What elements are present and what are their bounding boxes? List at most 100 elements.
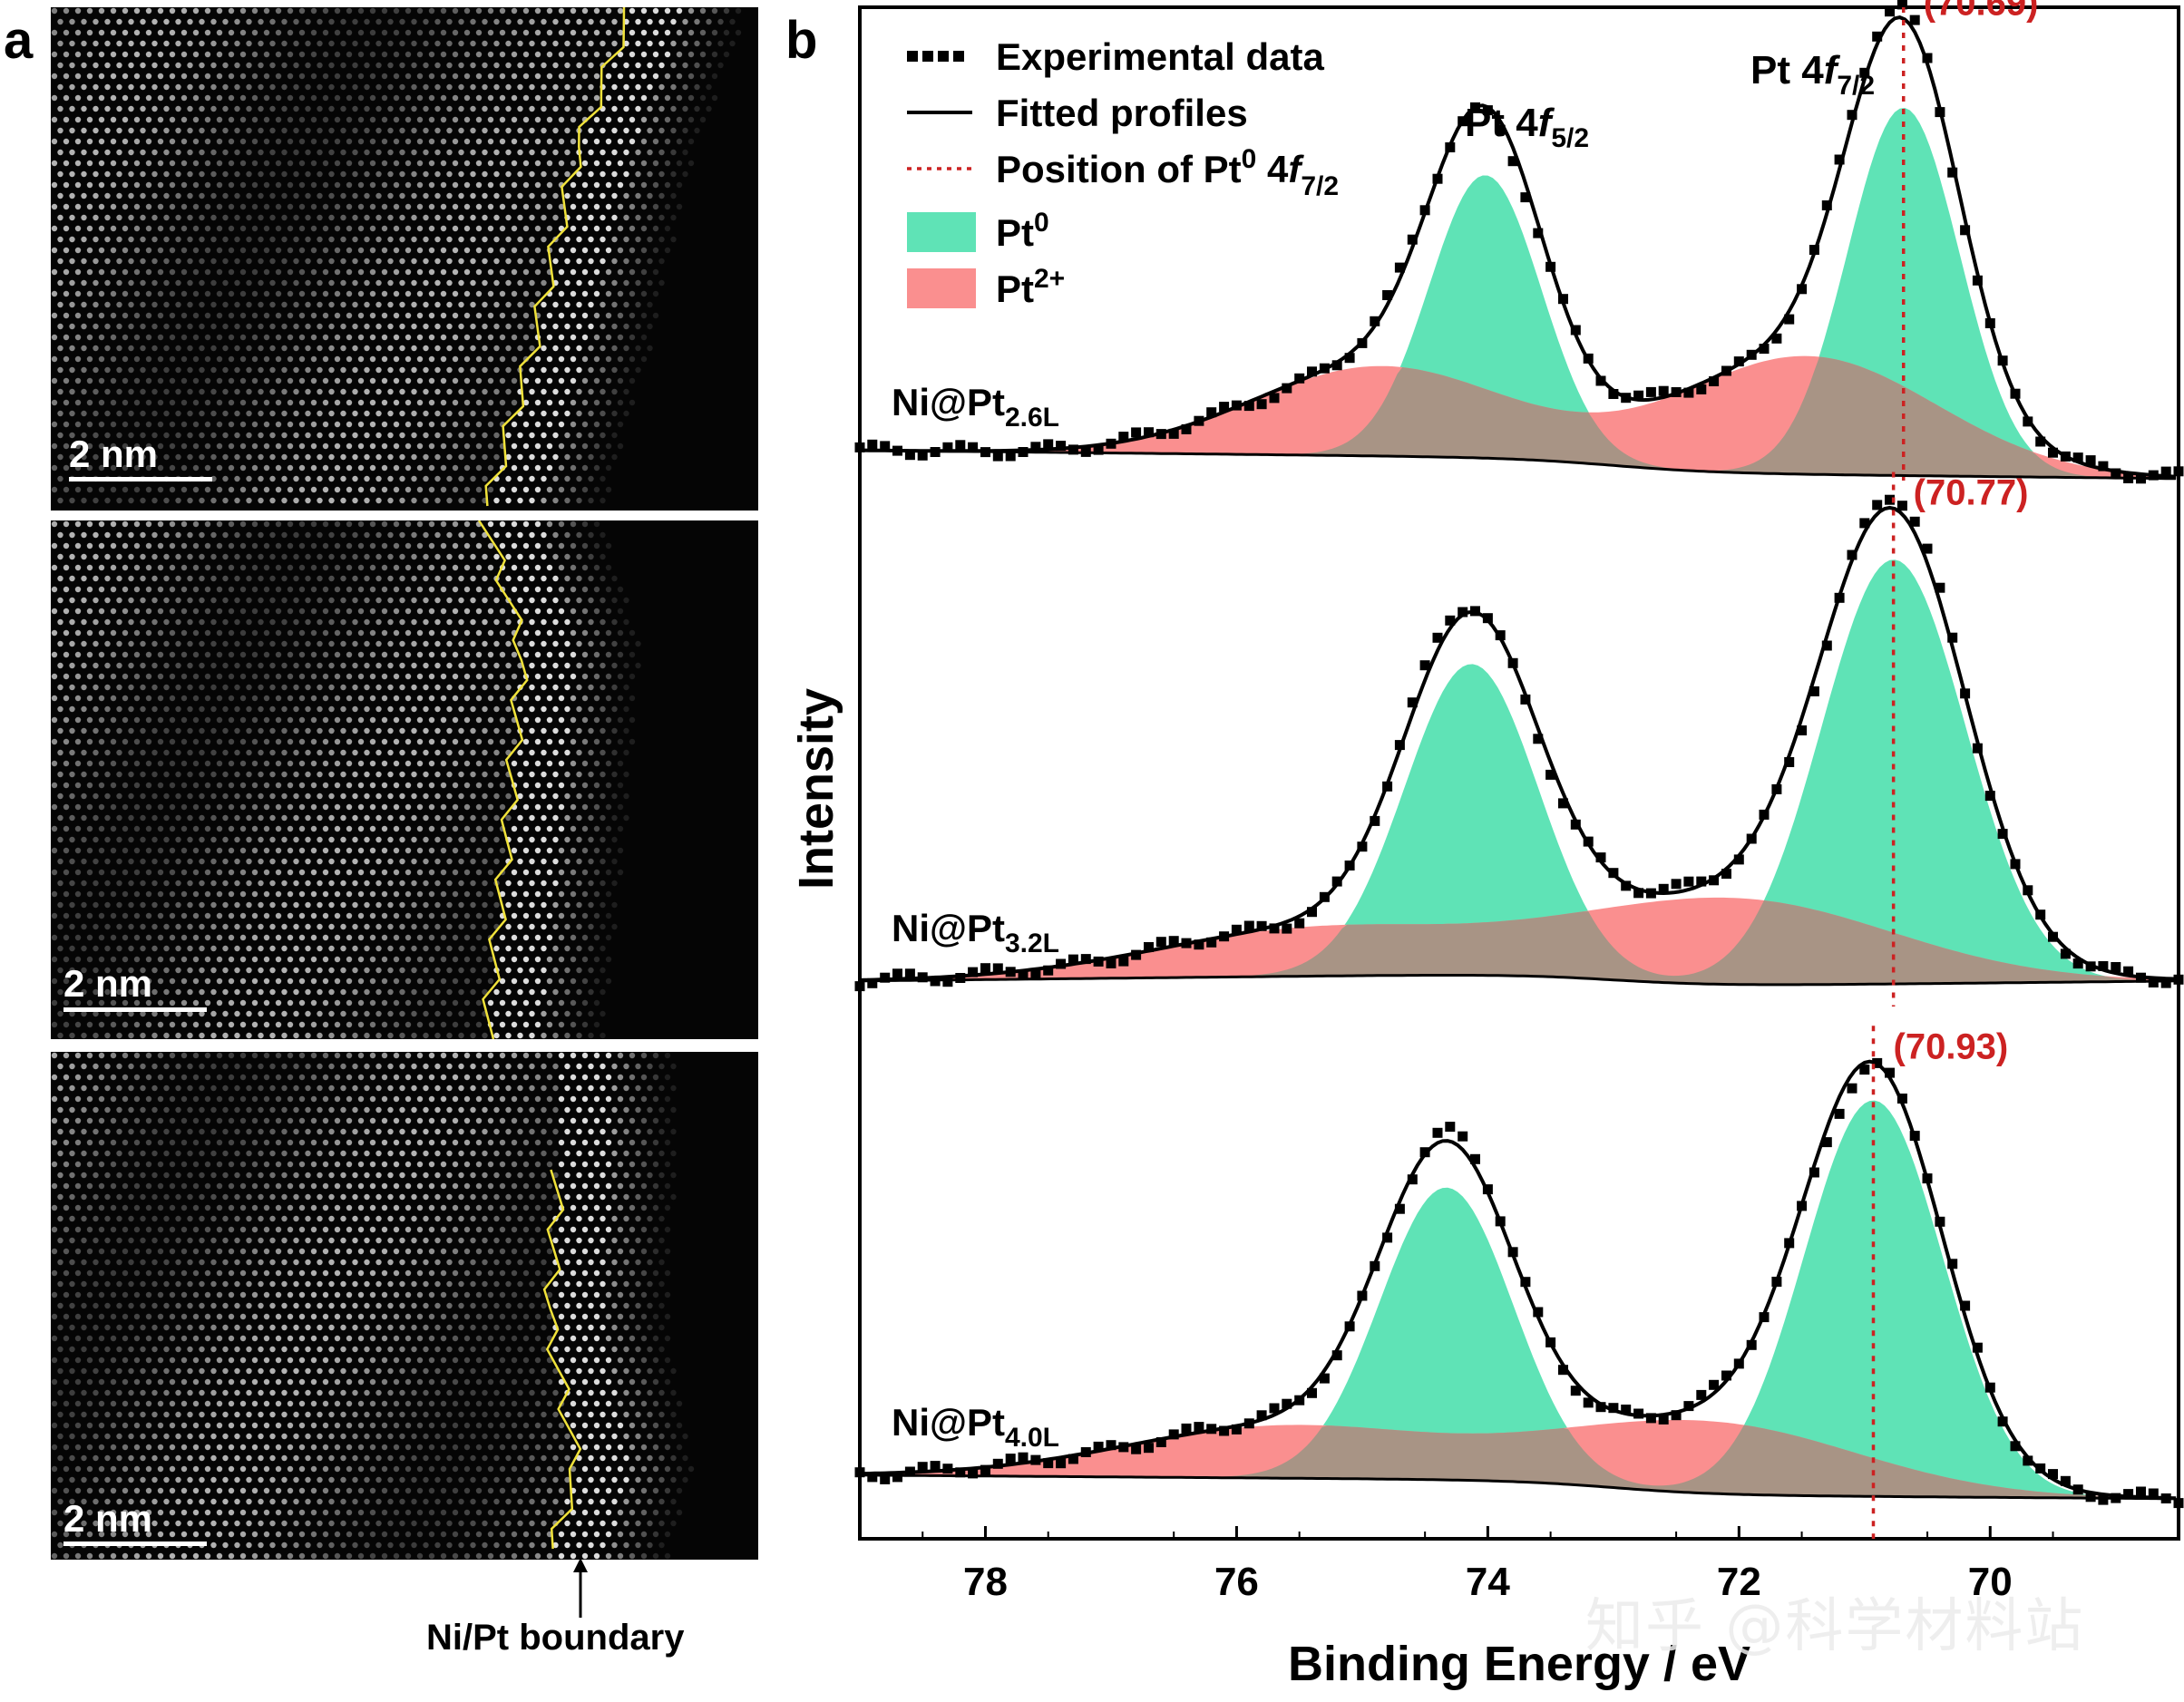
scale-bar-2: [63, 1007, 207, 1012]
pt0-area: [860, 559, 2177, 985]
data-point: [1595, 1402, 1606, 1413]
data-point: [1746, 833, 1757, 844]
data-point: [1558, 798, 1568, 809]
data-point: [1583, 1397, 1594, 1408]
data-point: [1194, 415, 1204, 426]
data-point: [1056, 441, 1067, 452]
baseline-line: [860, 1473, 2177, 1501]
data-point: [1168, 428, 1179, 439]
data-point: [2085, 455, 2096, 466]
data-point: [1030, 1454, 1041, 1465]
data-point: [1683, 876, 1694, 887]
data-point: [1331, 1350, 1342, 1361]
data-point: [1909, 15, 1920, 25]
data-point: [2148, 1488, 2159, 1499]
data-point: [2085, 961, 2096, 972]
data-point: [2010, 1441, 2021, 1452]
data-point: [1834, 154, 1845, 165]
data-point: [1144, 427, 1154, 438]
data-point: [1495, 1216, 1506, 1227]
baseline-line: [859, 449, 2177, 481]
data-point: [1621, 1405, 1632, 1415]
fitted-profile: [859, 505, 2177, 982]
data-point: [867, 1472, 878, 1483]
data-point: [2072, 1484, 2083, 1495]
data-point: [930, 447, 941, 457]
stem-image-3: 2 nm: [51, 1052, 758, 1560]
data-point: [1935, 1216, 1945, 1227]
data-point: [1243, 1418, 1254, 1429]
data-point: [942, 442, 953, 452]
data-point: [1859, 67, 1870, 78]
data-point: [1419, 1147, 1430, 1158]
ni-pt-boundary-line: [477, 520, 529, 1039]
data-point: [1960, 225, 1971, 236]
data-point: [1997, 829, 2008, 840]
data-point: [1558, 294, 1568, 305]
data-point: [1909, 516, 1920, 527]
data-point: [1784, 314, 1795, 325]
data-point: [1294, 1395, 1305, 1405]
data-point: [1068, 954, 1078, 965]
data-point: [1896, 0, 1907, 10]
data-point: [917, 1462, 928, 1473]
data-point: [1243, 401, 1254, 412]
data-point: [1482, 1184, 1493, 1195]
data-point: [1018, 1452, 1029, 1463]
data-point: [2123, 1489, 2134, 1500]
pt0-area: [860, 1100, 2177, 1499]
data-point: [1256, 920, 1267, 931]
legend-symbol-exp: [907, 51, 964, 62]
y-axis-label: Intensity: [789, 688, 843, 890]
data-point: [968, 442, 979, 452]
series-name: Ni@Pt3.2L: [892, 907, 1059, 958]
data-point: [2173, 466, 2184, 477]
data-point: [942, 977, 953, 987]
data-point: [1834, 1108, 1845, 1119]
data-point: [2098, 961, 2109, 971]
data-point: [1194, 939, 1204, 950]
data-point: [1256, 1410, 1267, 1421]
data-point: [1520, 192, 1531, 203]
data-point: [867, 977, 878, 988]
data-point: [1797, 1201, 1808, 1211]
data-point: [1960, 1300, 1971, 1311]
data-point: [1759, 344, 1770, 355]
data-point: [992, 963, 1003, 974]
data-point: [1935, 582, 1945, 593]
data-point: [1583, 353, 1594, 364]
data-point: [1445, 142, 1456, 152]
data-point: [867, 439, 878, 450]
data-point: [1721, 869, 1731, 880]
data-point: [1909, 1131, 1920, 1142]
fitted-profile: [859, 1059, 2177, 1501]
data-point: [1595, 375, 1606, 386]
data-point: [2111, 468, 2121, 479]
data-point: [1972, 743, 1983, 754]
data-point: [1896, 501, 1907, 511]
data-point: [880, 441, 891, 452]
data-point: [1784, 1238, 1795, 1249]
data-point: [1219, 402, 1230, 413]
data-point: [1797, 284, 1808, 295]
data-point: [1922, 543, 1933, 554]
data-point: [1005, 967, 1016, 977]
data-point: [1759, 1312, 1770, 1323]
data-point: [1885, 1067, 1895, 1078]
data-point: [1507, 1247, 1518, 1258]
data-point: [917, 972, 928, 983]
data-point: [1821, 640, 1832, 651]
data-point: [1370, 815, 1380, 826]
data-point: [1645, 888, 1656, 899]
data-point: [2035, 909, 2046, 920]
baseline-line: [859, 974, 2177, 987]
ref-position-label: (70.93): [1894, 1026, 2009, 1066]
data-point: [1043, 965, 1054, 976]
data-point: [1671, 387, 1682, 397]
data-point: [2010, 859, 2021, 870]
data-point: [1068, 1454, 1078, 1464]
data-point: [1282, 1398, 1292, 1409]
data-point: [1043, 1458, 1054, 1469]
data-point: [1231, 400, 1242, 411]
data-point: [2048, 1469, 2058, 1480]
